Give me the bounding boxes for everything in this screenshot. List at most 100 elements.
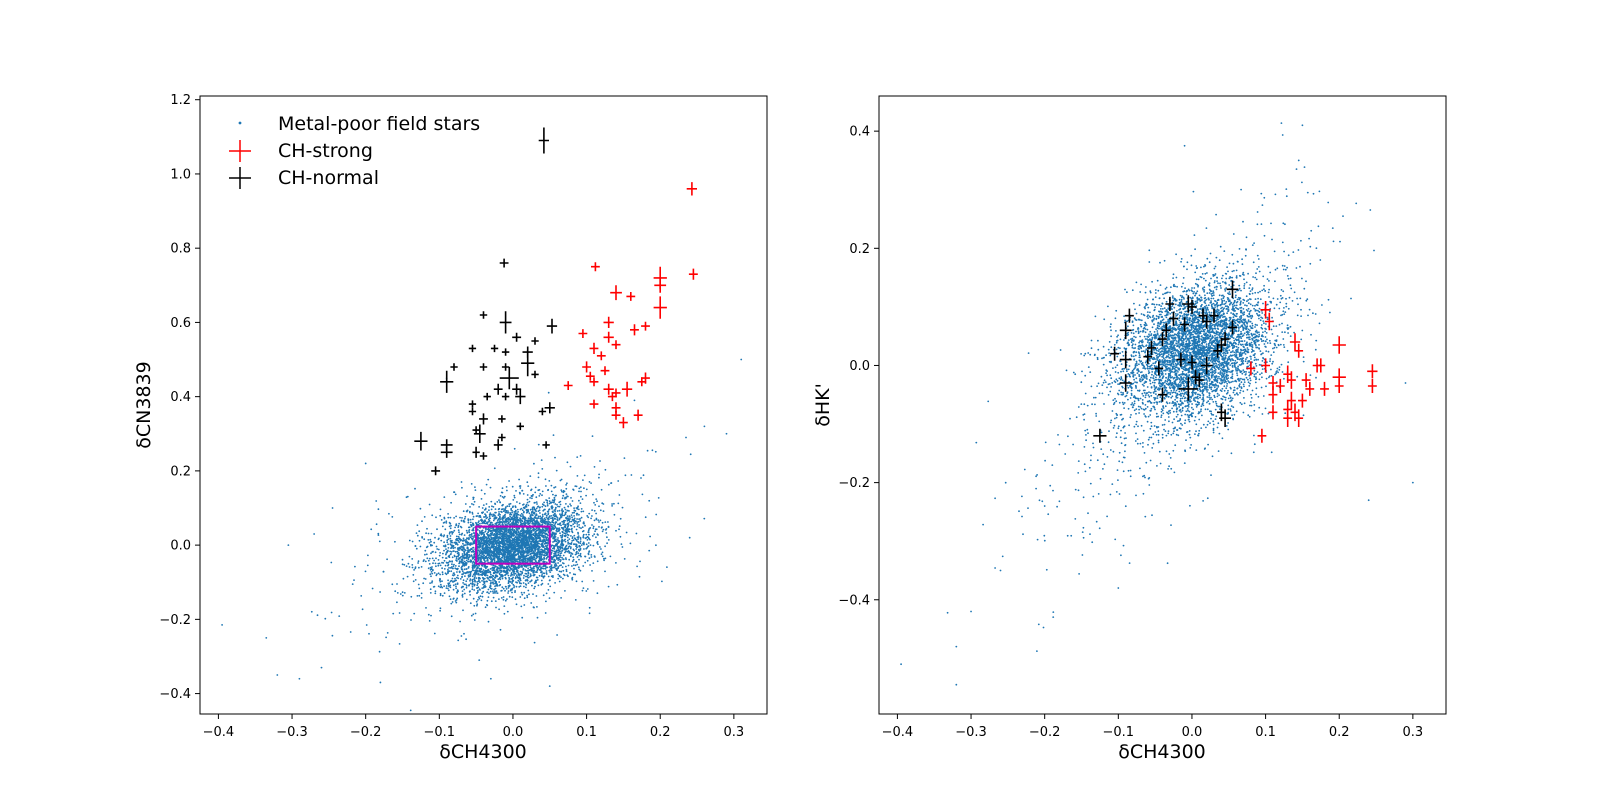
field-star-point [490,575,492,578]
field-star-point [519,508,522,511]
field-star-point [430,575,432,578]
field-star-point [574,573,577,576]
field-star-point [487,478,490,481]
field-star-point [550,575,553,578]
field-star-point [478,540,481,543]
field-star-point [468,590,471,593]
field-star-point [575,512,578,515]
field-star-point [540,519,543,522]
field-star-point [469,574,472,577]
field-star-point [569,465,572,468]
field-star-point [560,543,562,546]
field-star-point [542,531,545,534]
field-star-point [585,494,587,497]
field-star-point [559,554,562,557]
field-star-point [458,560,461,563]
field-star-point [511,541,514,544]
field-star-point [486,521,489,524]
field-star-point [481,576,484,579]
field-star-point [462,582,464,584]
field-star-point [620,543,623,545]
field-star-point [510,513,513,516]
field-star-point [510,573,513,575]
field-star-point [377,534,380,536]
field-star-point [441,586,444,589]
field-star-point [474,489,477,491]
field-star-point [520,582,522,585]
field-star-point [527,589,530,592]
field-star-point [547,549,549,552]
field-star-point [561,510,564,513]
field-star-point [527,543,530,546]
field-star-point [590,482,592,484]
field-star-point [592,493,594,496]
field-star-point [461,575,463,578]
field-star-point [509,515,512,518]
field-star-point [462,546,465,549]
field-star-point [428,557,431,560]
field-star-point [499,518,502,520]
field-star-point [471,535,473,538]
field-star-point [569,551,571,554]
field-star-point [525,522,527,524]
field-star-point [482,556,485,559]
field-star-point [570,497,572,499]
field-star-point [513,531,515,534]
field-star-point [564,538,566,541]
field-star-point [481,536,483,539]
field-star-point [555,529,558,532]
field-star-point [504,589,506,592]
field-star-point [408,539,411,542]
field-star-point [449,527,452,530]
field-star-point [598,473,600,476]
field-star-point [532,533,535,535]
field-star-point [566,536,569,539]
field-star-point [478,515,481,518]
field-star-point [506,523,508,525]
field-star-point [511,511,513,514]
field-star-point [526,557,529,560]
field-star-point [454,567,457,570]
field-star-point [559,500,562,503]
field-star-point [433,541,436,544]
field-star-point [477,586,480,589]
field-star-point [465,562,468,565]
field-star-point [553,591,556,594]
field-star-point [552,531,554,534]
field-star-point [368,632,370,635]
field-star-point [484,552,487,555]
field-star-point [509,551,512,553]
field-star-point [460,481,463,483]
field-star-point [498,499,500,501]
field-star-point [530,542,532,545]
field-star-point [349,631,352,633]
field-star-point [603,559,605,562]
field-star-point [527,582,530,584]
field-star-point [460,533,463,536]
field-star-point [464,549,467,552]
field-star-point [467,566,470,568]
field-star-point [560,515,562,518]
field-star-point [447,579,449,582]
field-star-point [594,504,597,506]
field-star-point [575,560,578,563]
field-star-point [581,526,584,529]
field-star-point [599,509,602,512]
field-star-point [515,536,518,539]
field-star-point [569,547,572,550]
field-star-point [433,559,435,562]
field-star-point [474,575,476,577]
field-star-point [513,514,515,517]
field-star-point [549,579,551,581]
field-star-point [519,487,522,489]
field-star-point [501,487,504,490]
field-star-point [506,532,508,534]
field-star-point [448,556,451,559]
field-star-point [521,616,524,619]
field-star-point [593,533,596,536]
field-star-point [521,509,524,512]
field-star-point [602,510,605,512]
field-star-point [542,509,545,512]
field-star-point [502,561,504,563]
field-star-point [513,513,515,515]
